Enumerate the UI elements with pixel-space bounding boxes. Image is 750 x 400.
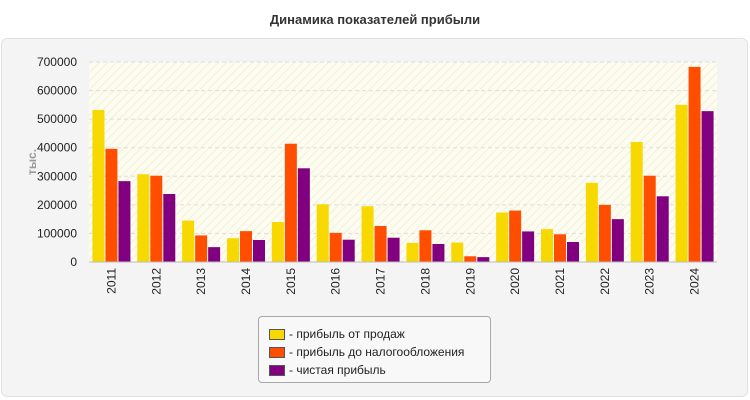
legend-item-net-profit: - чистая прибыль (269, 361, 490, 379)
legend-swatch-net-profit (269, 364, 285, 376)
legend-label-sales-profit: - прибыль от продаж (289, 327, 405, 341)
bar-2015-series-3 (297, 168, 310, 262)
bar-2023-series-2 (643, 175, 656, 262)
bars (92, 66, 714, 263)
bar-2022-series-1 (585, 182, 598, 262)
x-tick-label: 2013 (194, 268, 208, 295)
x-tick-label: 2011 (104, 268, 118, 294)
y-tick-label: 200000 (37, 198, 77, 212)
bar-2013-series-1 (182, 220, 195, 262)
bar-2012-series-3 (163, 194, 176, 262)
y-axis-label: тыс. (25, 149, 39, 175)
bar-2019-series-3 (477, 257, 490, 262)
bar-2012-series-1 (137, 174, 150, 262)
legend-item-pretax-profit: - прибыль до налогообложения (269, 343, 490, 361)
bar-2015-series-1 (271, 222, 284, 262)
bar-2017-series-1 (361, 206, 374, 262)
x-tick-label: 2012 (149, 268, 163, 295)
chart-title: Динамика показателей прибыли (269, 12, 481, 27)
y-tick-label: 300000 (37, 169, 77, 183)
bar-2018-series-1 (406, 242, 419, 262)
x-tick-label: 2022 (598, 268, 612, 295)
bar-2011-series-2 (105, 148, 118, 262)
bar-2016-series-3 (342, 239, 355, 262)
bar-2014-series-2 (240, 231, 252, 262)
bar-2024-series-2 (688, 66, 701, 262)
y-axis-ticks: 0 100000 200000 300000 400000 500000 600000 700… (37, 55, 77, 269)
bar-2018-series-3 (432, 244, 445, 262)
legend: - прибыль от продаж - прибыль до налогоо… (258, 316, 491, 383)
y-tick-label: 0 (70, 255, 77, 269)
x-tick-label: 2019 (463, 268, 477, 295)
bar-2013-series-3 (208, 247, 221, 262)
bar-2024-series-1 (675, 104, 688, 262)
bar-2016-series-1 (316, 204, 329, 262)
bar-2020-series-2 (509, 210, 522, 262)
bar-2015-series-2 (284, 143, 297, 262)
bar-2022-series-3 (611, 219, 624, 262)
bar-2016-series-2 (329, 232, 342, 262)
bar-2020-series-1 (496, 212, 509, 262)
y-tick-label: 100000 (37, 226, 77, 240)
x-tick-label: 2016 (329, 268, 343, 295)
bar-2014-series-3 (253, 240, 265, 262)
bar-2011-series-3 (118, 181, 131, 262)
bar-2023-series-3 (656, 196, 669, 262)
legend-swatch-pretax-profit (269, 346, 285, 358)
bar-2021-series-3 (567, 242, 579, 262)
legend-label-pretax-profit: - прибыль до налогообложения (289, 345, 465, 359)
bar-2024-series-3 (701, 111, 714, 263)
bar-2023-series-1 (630, 142, 643, 262)
x-tick-label: 2017 (374, 268, 388, 295)
y-tick-label: 500000 (37, 112, 77, 126)
bar-2018-series-2 (419, 230, 432, 262)
x-tick-label: 2015 (284, 268, 298, 295)
bar-2020-series-3 (522, 231, 535, 262)
x-axis-ticks: 2011 2012 2013 2014 2015 2016 2017 2018 2019 2020… (89, 261, 717, 295)
bar-2021-series-1 (541, 229, 553, 262)
legend-label-net-profit: - чистая прибыль (289, 363, 386, 377)
bar-2011-series-1 (92, 110, 105, 262)
bar-2019-series-1 (451, 242, 464, 262)
bar-2019-series-2 (464, 256, 477, 262)
bar-2012-series-2 (150, 175, 163, 262)
bar-2013-series-2 (195, 235, 208, 262)
x-tick-label: 2020 (508, 268, 522, 295)
bar-2017-series-2 (374, 226, 387, 262)
x-tick-label: 2021 (553, 268, 567, 295)
legend-item-sales-profit: - прибыль от продаж (269, 325, 490, 343)
y-tick-label: 700000 (37, 55, 77, 69)
bar-2014-series-1 (227, 238, 239, 262)
y-tick-label: 400000 (37, 141, 77, 155)
bar-2022-series-2 (598, 204, 611, 262)
x-tick-label: 2023 (643, 268, 657, 295)
bar-2017-series-3 (387, 237, 400, 262)
y-tick-label: 600000 (37, 84, 77, 98)
bar-2021-series-2 (554, 234, 566, 262)
x-tick-label: 2018 (418, 268, 432, 295)
x-tick-label: 2014 (239, 268, 253, 295)
x-tick-label: 2024 (688, 268, 702, 295)
legend-swatch-sales-profit (269, 328, 285, 340)
